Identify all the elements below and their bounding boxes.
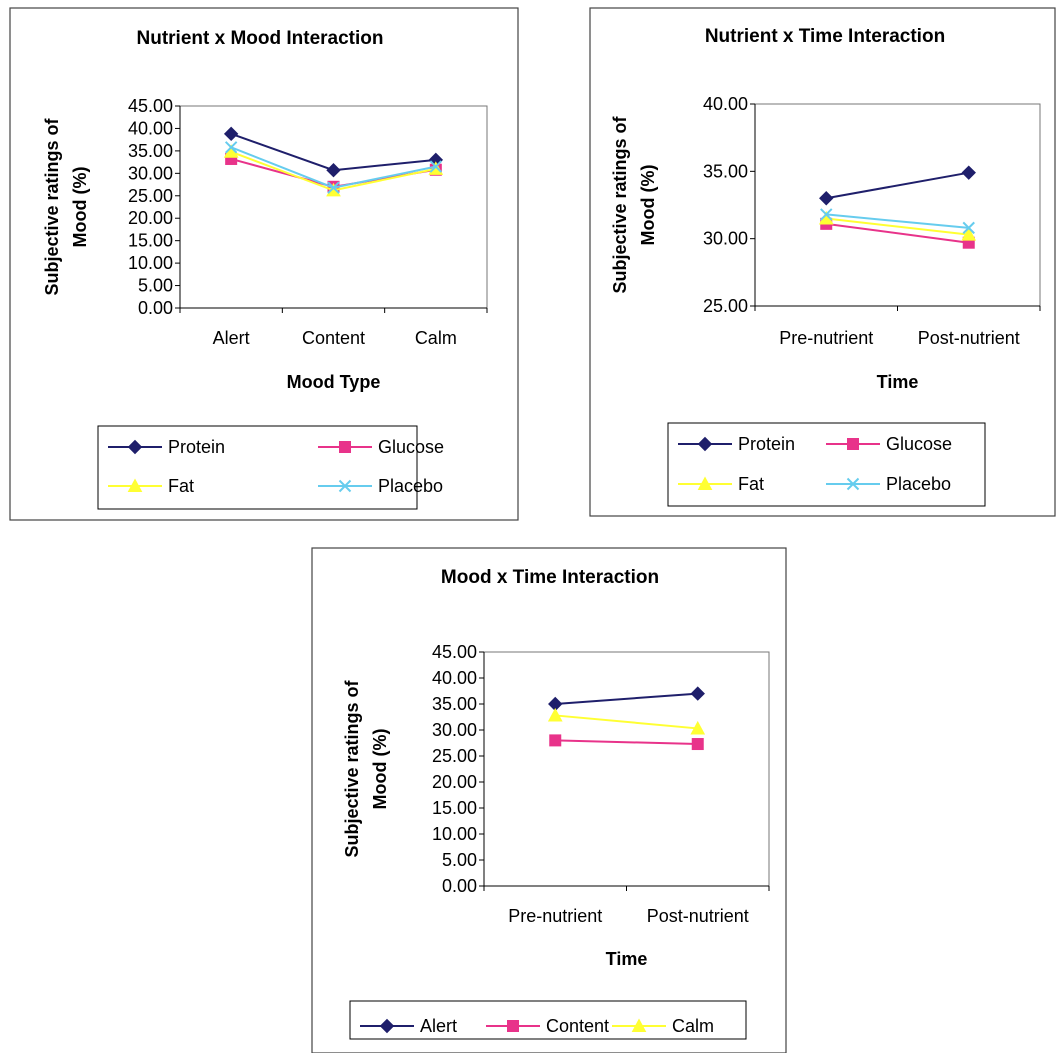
data-point-placebo xyxy=(820,208,833,221)
y-tick-label: 30.00 xyxy=(703,229,748,249)
legend-marker-placebo xyxy=(338,479,352,493)
plot-area xyxy=(754,103,1041,307)
legend xyxy=(349,1000,747,1040)
x-tick-label: Pre-nutrient xyxy=(508,906,602,926)
data-point-placebo xyxy=(327,181,340,194)
data-point-placebo xyxy=(962,221,975,235)
data-point-placebo xyxy=(429,160,443,173)
x-tick-label: Post-nutrient xyxy=(647,906,749,926)
legend-label-fat: Fat xyxy=(168,476,194,496)
series-line-content xyxy=(555,739,698,746)
legend-marker-placebo xyxy=(846,477,860,491)
chart-title: Nutrient x Time Interaction xyxy=(705,26,945,47)
y-axis-title: Mood (%) xyxy=(70,167,90,248)
y-tick-label: 40.00 xyxy=(128,118,173,138)
y-tick-label: 35.00 xyxy=(703,161,748,181)
y-tick-label: 0.00 xyxy=(442,876,477,896)
x-tick-label: Pre-nutrient xyxy=(779,328,873,348)
y-tick-label: 40.00 xyxy=(432,668,477,688)
x-axis-title: Time xyxy=(606,949,648,969)
legend-marker-glucose xyxy=(339,441,351,453)
y-tick-label: 15.00 xyxy=(432,798,477,818)
data-point-protein xyxy=(961,165,976,180)
y-tick-label: 25.00 xyxy=(128,186,173,206)
x-tick-label: Calm xyxy=(415,328,457,348)
legend-marker-protein xyxy=(697,436,713,452)
data-point-placebo xyxy=(224,141,238,154)
legend-marker-fat xyxy=(697,476,713,490)
series-line-fat xyxy=(826,217,969,236)
series-line-calm xyxy=(555,714,698,730)
legend-label-protein: Protein xyxy=(168,437,225,457)
legend-marker-fat xyxy=(127,478,143,492)
series-line-glucose xyxy=(826,222,969,244)
y-tick-label: 45.00 xyxy=(128,96,173,116)
x-axis-title: Time xyxy=(877,372,919,392)
y-tick-label: 5.00 xyxy=(442,850,477,870)
legend-marker-calm xyxy=(631,1018,647,1032)
legend-label-calm: Calm xyxy=(672,1016,714,1036)
y-tick-label: 20.00 xyxy=(432,772,477,792)
y-tick-label: 5.00 xyxy=(138,276,173,296)
chart-title: Mood x Time Interaction xyxy=(441,567,659,588)
data-point-fat xyxy=(428,161,444,175)
y-tick-label: 10.00 xyxy=(432,824,477,844)
data-point-protein xyxy=(326,162,341,178)
legend-label-content: Content xyxy=(546,1016,609,1036)
data-point-alert xyxy=(690,686,705,701)
chart-panel-2: Nutrient x Time Interaction 40.00 35.00 30.… xyxy=(589,7,1056,517)
y-tick-label: 20.00 xyxy=(128,208,173,228)
y-tick-label: 15.00 xyxy=(128,231,173,251)
data-point-protein xyxy=(819,191,834,206)
series-line-alert xyxy=(555,692,698,705)
legend-label-glucose: Glucose xyxy=(886,434,952,454)
legend-marker-protein xyxy=(127,439,143,455)
x-tick-label: Content xyxy=(302,328,365,348)
y-tick-label: 25.00 xyxy=(432,746,477,766)
legend-label-placebo: Placebo xyxy=(886,474,951,494)
legend-marker-glucose xyxy=(847,438,859,450)
series-line-placebo xyxy=(826,213,969,229)
y-tick-label: 45.00 xyxy=(432,642,477,662)
y-tick-label: 40.00 xyxy=(703,94,748,114)
y-tick-label: 30.00 xyxy=(432,720,477,740)
y-axis-title: Mood (%) xyxy=(638,165,658,246)
y-axis-title: Subjective ratings of xyxy=(610,115,630,293)
legend xyxy=(97,425,418,510)
y-tick-label: 25.00 xyxy=(703,296,748,316)
data-point-calm xyxy=(547,707,563,722)
series-line-protein xyxy=(826,171,969,200)
plot-area xyxy=(179,105,488,309)
legend-label-glucose: Glucose xyxy=(378,437,444,457)
x-tick-label: Alert xyxy=(213,328,250,348)
data-point-fat xyxy=(961,227,977,241)
x-axis-title: Mood Type xyxy=(287,372,381,392)
y-tick-label: 30.00 xyxy=(128,163,173,183)
chart-panel-3: Mood x Time Interaction 45.00 40.00 35.00 30… xyxy=(311,547,787,1053)
y-tick-label: 35.00 xyxy=(128,141,173,161)
legend-label-alert: Alert xyxy=(420,1016,457,1036)
y-axis-title: Subjective ratings of xyxy=(342,679,362,857)
y-tick-label: 0.00 xyxy=(138,298,173,318)
data-point-content xyxy=(549,734,562,747)
legend-marker-content xyxy=(507,1020,519,1032)
y-axis-title: Subjective ratings of xyxy=(42,117,62,295)
y-tick-label: 35.00 xyxy=(432,694,477,714)
y-axis-title: Mood (%) xyxy=(370,729,390,810)
data-point-protein xyxy=(223,126,239,142)
x-tick-label: Post-nutrient xyxy=(918,328,1020,348)
data-point-calm xyxy=(690,720,706,735)
data-point-content xyxy=(691,738,704,751)
chart-title: Nutrient x Mood Interaction xyxy=(137,28,384,49)
legend xyxy=(667,422,986,507)
legend-label-fat: Fat xyxy=(738,474,764,494)
legend-label-placebo: Placebo xyxy=(378,476,443,496)
plot-area xyxy=(483,651,770,887)
legend-marker-alert xyxy=(379,1018,395,1034)
legend-label-protein: Protein xyxy=(738,434,795,454)
y-tick-label: 10.00 xyxy=(128,253,173,273)
